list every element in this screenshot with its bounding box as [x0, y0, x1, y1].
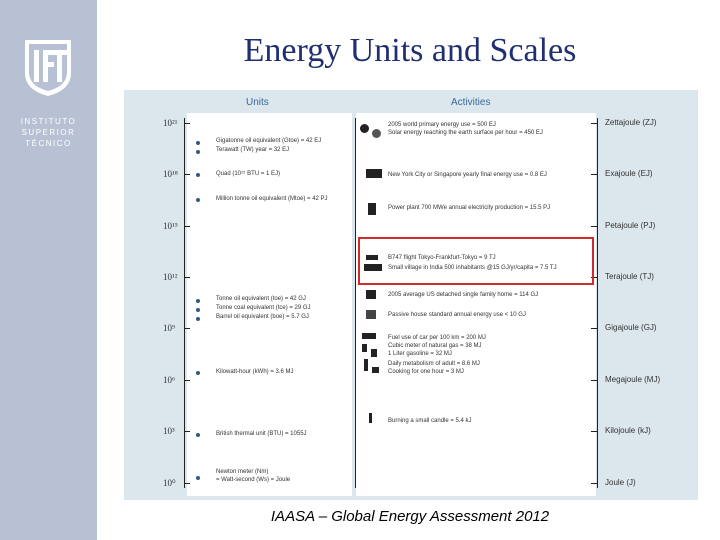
axis-tick — [184, 328, 190, 329]
unit-item: British thermal unit (BTU) = 1055J — [216, 431, 307, 437]
axis-tick — [184, 226, 190, 227]
center-axis — [355, 118, 356, 488]
units-panel — [187, 113, 352, 496]
right-unit-label: Joule (J) — [605, 478, 636, 487]
axis-tick — [591, 431, 597, 432]
unit-item: Gigatonne oil equivalent (Gtoe) = 42 EJ — [216, 138, 322, 144]
axis-tick — [184, 483, 190, 484]
activities-panel — [356, 113, 596, 496]
activity-item: Power plant 700 MWe annual electricity p… — [388, 205, 551, 211]
axis-tick — [184, 380, 190, 381]
y-tick-label: 10⁶ — [163, 375, 176, 385]
house-icon — [366, 290, 376, 299]
unit-item: = Watt-second (Ws) = Joule — [216, 477, 291, 483]
right-unit-label: Zettajoule (ZJ) — [605, 118, 657, 127]
logo-line-1: INSTITUTO — [20, 117, 77, 126]
unit-item: Barrel oil equivalent (boe) = 5.7 GJ — [216, 314, 309, 320]
y-tick-label: 10¹² — [163, 272, 178, 282]
gas-flame-icon — [362, 344, 367, 352]
axis-tick — [591, 380, 597, 381]
right-unit-label: Kilojoule (kJ) — [605, 426, 651, 435]
unit-marker — [196, 173, 200, 177]
unit-marker — [196, 476, 200, 480]
activity-item: 2005 world primary energy use = 500 EJ — [388, 122, 496, 128]
axis-tick — [591, 226, 597, 227]
unit-item: Million tonne oil equivalent (Mtoe) = 42… — [216, 196, 328, 202]
activity-item: Cooking for one hour = 3 MJ — [388, 369, 464, 375]
unit-marker — [196, 308, 200, 312]
cooking-pot-icon — [372, 367, 379, 373]
y-tick-label: 10¹⁵ — [163, 221, 178, 231]
activity-item: Solar energy reaching the earth surface … — [388, 130, 543, 136]
right-axis — [597, 118, 598, 488]
axis-tick — [591, 483, 597, 484]
activity-item: Small village in India 500 inhabitants @… — [388, 265, 557, 271]
source-caption: IAASA – Global Energy Assessment 2012 — [270, 508, 550, 525]
candle-icon — [369, 413, 372, 423]
axis-tick — [591, 174, 597, 175]
right-unit-label: Exajoule (EJ) — [605, 169, 653, 178]
activity-item: Daily metabolism of adult = 8.6 MJ — [388, 361, 480, 367]
unit-marker — [196, 371, 200, 375]
right-unit-label: Megajoule (MJ) — [605, 375, 661, 384]
logo-line-2: SUPERIOR — [21, 128, 76, 137]
right-unit-label: Petajoule (PJ) — [605, 221, 656, 230]
y-tick-label: 10⁹ — [163, 323, 176, 333]
y-tick-label: 10²¹ — [163, 118, 178, 128]
unit-item: Tonne oil equivalent (toe) = 42 GJ — [216, 296, 306, 302]
institution-logo-icon — [25, 40, 71, 96]
globe-icon — [360, 124, 369, 133]
unit-marker — [196, 150, 200, 154]
activity-item: Burning a small candle = 5.4 kJ — [388, 418, 472, 424]
axis-tick — [184, 123, 190, 124]
car-icon — [362, 333, 376, 339]
unit-item: Tonne coal equivalent (tce) = 29 GJ — [216, 305, 311, 311]
airplane-icon — [366, 255, 378, 260]
village-icon — [364, 264, 382, 271]
axis-tick — [591, 328, 597, 329]
unit-marker — [196, 317, 200, 321]
highlight-box — [358, 237, 594, 285]
axis-tick — [184, 174, 190, 175]
units-column-header: Units — [246, 97, 269, 108]
logo-line-3: TÉCNICO — [25, 139, 72, 148]
person-icon — [364, 359, 368, 371]
slide-title: Energy Units and Scales — [243, 32, 577, 69]
unit-item: Quad (10¹⁵ BTU = 1 EJ) — [216, 171, 281, 177]
unit-item: Newton meter (Nm) — [216, 469, 269, 475]
activity-item: Passive house standard annual energy use… — [388, 312, 526, 318]
axis-tick — [184, 431, 190, 432]
unit-marker — [196, 198, 200, 202]
unit-marker — [196, 141, 200, 145]
unit-item: Terawatt (TW) year = 32 EJ — [216, 147, 290, 153]
passive-house-icon — [366, 310, 376, 319]
unit-marker — [196, 299, 200, 303]
axis-tick — [591, 123, 597, 124]
unit-item: Kilowatt-hour (kWh) = 3.6 MJ — [216, 369, 294, 375]
sidebar: INSTITUTO SUPERIOR TÉCNICO — [0, 0, 97, 540]
y-tick-label: 10¹⁸ — [163, 169, 178, 179]
axis-tick — [184, 277, 190, 278]
activity-item: 2005 average US detached single family h… — [388, 292, 539, 298]
right-unit-label: Terajoule (TJ) — [605, 272, 654, 281]
y-tick-label: 10⁰ — [163, 478, 176, 488]
activity-item: New York City or Singapore yearly final … — [388, 172, 547, 178]
activity-item: Fuel use of car per 100 km = 200 MJ — [388, 335, 486, 341]
fuel-can-icon — [371, 349, 377, 357]
y-tick-label: 10³ — [163, 426, 175, 436]
unit-marker — [196, 433, 200, 437]
city-skyline-icon — [366, 169, 382, 178]
activity-item: B747 flight Tokyo-Frankfurt-Tokyo = 9 TJ — [388, 255, 496, 261]
axis-tick — [591, 277, 597, 278]
power-plant-icon — [368, 203, 376, 215]
left-axis — [184, 118, 185, 488]
activities-column-header: Activities — [451, 97, 491, 108]
activity-item: Cubic meter of natural gas = 38 MJ — [388, 343, 482, 349]
sun-icon — [372, 129, 381, 138]
activity-item: 1 Liter gasoline = 32 MJ — [388, 351, 452, 357]
right-unit-label: Gigajoule (GJ) — [605, 323, 657, 332]
